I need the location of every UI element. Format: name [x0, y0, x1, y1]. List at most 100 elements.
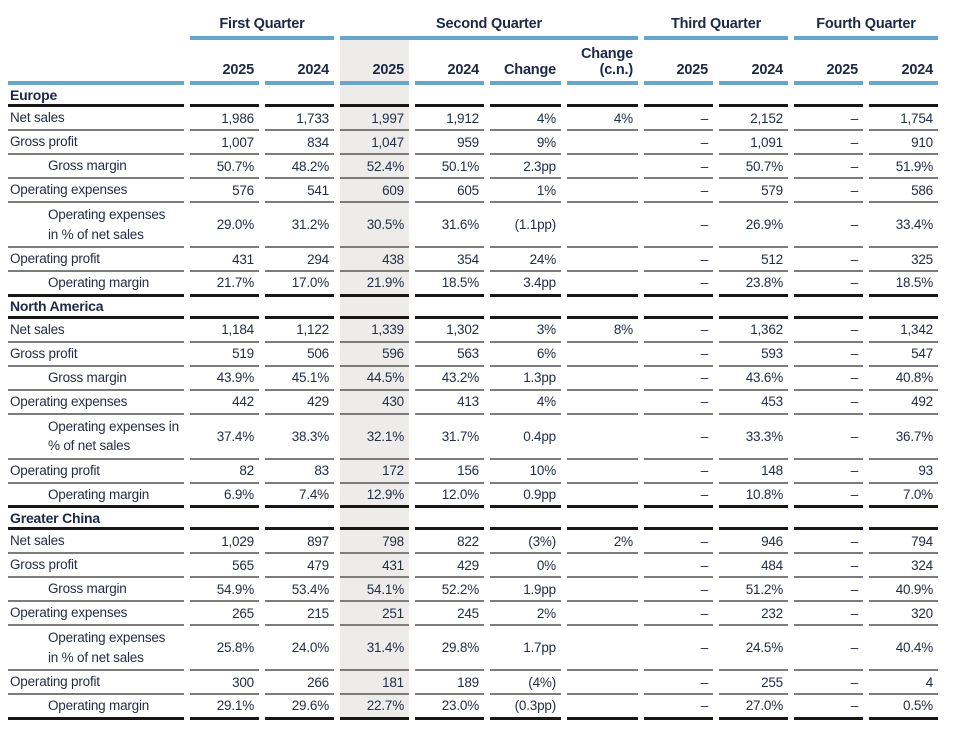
value-cell: – [644, 319, 713, 343]
section-pad-cell [415, 85, 484, 107]
quarter-group-header: Third Quarter [644, 8, 788, 40]
row-label: Operating margin [8, 272, 184, 297]
value-cell: – [644, 695, 713, 720]
value-cell: 30.5% [340, 203, 409, 248]
section-pad-cell [869, 508, 938, 531]
value-cell: 294 [265, 248, 334, 272]
table-row: Gross profit 1,007 834 1,047 959 9% –1,091–910 [8, 131, 938, 155]
value-cell: 596 [340, 342, 409, 367]
value-cell: – [644, 578, 713, 603]
value-cell: 2% [490, 602, 561, 627]
value-cell: 26.9% [719, 203, 788, 248]
value-cell: 51.2% [719, 578, 788, 603]
value-cell [567, 554, 638, 579]
value-cell: 1,733 [265, 107, 334, 131]
value-cell: 563 [415, 343, 484, 367]
value-cell: 9% [490, 131, 561, 155]
value-cell: 1,047 [340, 131, 409, 155]
value-cell: – [644, 367, 713, 391]
value-cell: 1.9pp [490, 578, 561, 603]
value-cell: 29.0% [190, 203, 259, 248]
value-cell: 251 [340, 602, 409, 627]
value-cell: – [644, 626, 713, 672]
value-cell: 50.7% [190, 155, 259, 179]
value-cell: 10% [490, 460, 561, 484]
value-cell: – [644, 460, 713, 484]
section-pad-cell [415, 508, 484, 531]
value-cell: 0.5% [869, 695, 938, 720]
section-header-row: North America [8, 296, 938, 319]
value-cell: – [794, 155, 863, 179]
column-header: Change [490, 40, 561, 85]
value-cell: 593 [719, 343, 788, 367]
value-cell: – [794, 415, 863, 460]
value-cell: 32.1% [340, 414, 409, 460]
value-cell: – [794, 695, 863, 720]
value-cell: 506 [265, 343, 334, 367]
quarter-group-header: First Quarter [190, 8, 334, 40]
section-pad-cell [719, 297, 788, 319]
value-cell: 324 [869, 554, 938, 579]
value-cell: 10.8% [719, 484, 788, 509]
table-row: Operating profit 82 83 172 156 10% –148–93 [8, 459, 938, 484]
row-label: Gross profit [8, 343, 184, 367]
value-cell: 1,302 [415, 319, 484, 343]
value-cell: – [644, 203, 713, 248]
quarter-group-row: First Quarter Second Quarter Third Quarter… [8, 8, 938, 40]
value-cell: 492 [869, 391, 938, 415]
section-pad-cell [869, 297, 938, 319]
value-cell: 52.4% [340, 155, 409, 179]
value-cell: 43.9% [190, 367, 259, 391]
value-cell: – [644, 530, 713, 555]
value-cell: 438 [340, 248, 409, 272]
section-pad-cell [190, 508, 259, 531]
value-cell: – [644, 131, 713, 155]
column-header-row: 2025 2024 2025 2024 Change Change (c.n.) 2025 2… [8, 40, 938, 85]
quarter-group-header: Fourth Quarter [794, 8, 938, 40]
section-pad-cell [340, 296, 409, 319]
value-cell [567, 203, 638, 248]
value-cell: 33.4% [869, 203, 938, 248]
value-cell: 4% [490, 107, 561, 131]
value-cell: 605 [415, 179, 484, 203]
section-title: Europe [8, 85, 184, 107]
value-cell: 431 [190, 248, 259, 272]
row-label: Gross profit [8, 554, 184, 579]
value-cell [567, 460, 638, 484]
section-pad-cell [567, 508, 638, 531]
value-cell: 1,986 [190, 107, 259, 131]
value-cell: 33.3% [719, 415, 788, 460]
value-cell: – [644, 415, 713, 460]
quarterly-results-table: First Quarter Second Quarter Third Quarter… [2, 8, 944, 720]
value-cell: 43.2% [415, 367, 484, 391]
table-row: Net sales 1,986 1,733 1,997 1,912 4% 4% –2,152–… [8, 107, 938, 131]
section-pad-cell [265, 85, 334, 107]
value-cell [567, 578, 638, 603]
value-cell: 429 [265, 391, 334, 415]
row-label: Gross margin [8, 578, 184, 603]
value-cell: 2,152 [719, 107, 788, 131]
row-label: Operating expenses in % of net sales [8, 203, 184, 248]
table-row: Operating margin 21.7% 17.0% 21.9% 18.5% 3.4p… [8, 272, 938, 297]
value-cell: 429 [415, 554, 484, 579]
value-cell: – [794, 578, 863, 603]
value-cell: 83 [265, 460, 334, 484]
value-cell: 148 [719, 460, 788, 484]
section-pad-cell [567, 297, 638, 319]
row-label: Operating expenses [8, 179, 184, 203]
section-pad-cell [719, 85, 788, 107]
section-pad-cell [490, 508, 561, 531]
value-cell: 23.0% [415, 695, 484, 720]
section-pad-cell [644, 297, 713, 319]
column-header: 2024 [869, 40, 938, 85]
value-cell: – [644, 248, 713, 272]
value-cell: 3% [490, 319, 561, 343]
section-pad-cell [794, 297, 863, 319]
column-header: 2025 [190, 40, 259, 85]
value-cell: – [644, 179, 713, 203]
value-cell [567, 179, 638, 203]
section-pad-cell [340, 85, 409, 107]
section-pad-cell [265, 297, 334, 319]
section-pad-cell [719, 508, 788, 531]
